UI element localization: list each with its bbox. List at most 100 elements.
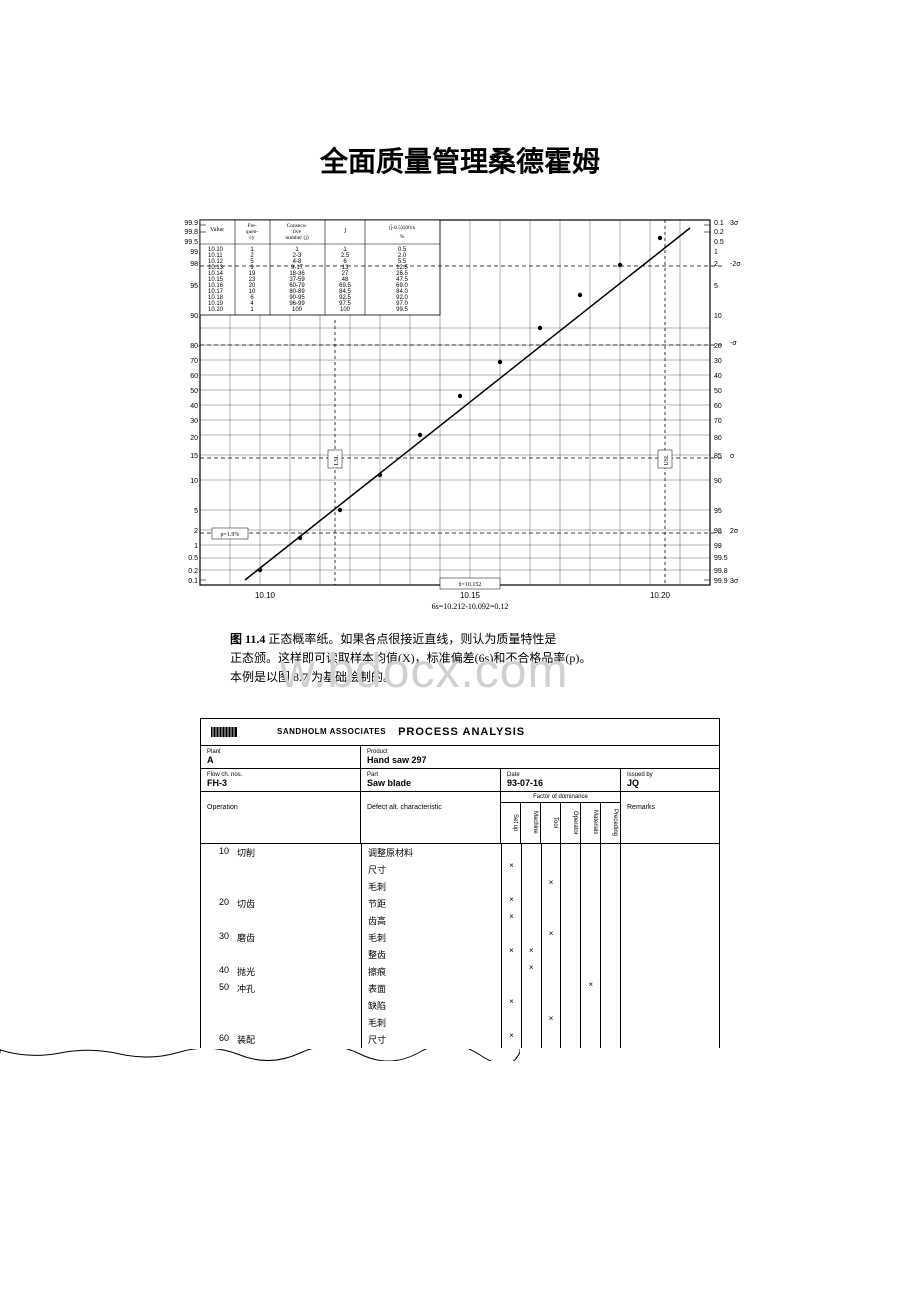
table-row: 整齿×× [201,946,719,963]
row-defect: 毛刺 [361,1014,501,1031]
mark-cell [601,861,620,878]
mark-cell: × [522,946,542,963]
row-op: 抛光 [237,965,355,978]
row-remarks [621,929,719,946]
row-defect: 整齿 [361,946,501,963]
svg-text:95: 95 [190,283,198,290]
svg-text:10: 10 [190,478,198,485]
svg-text:1: 1 [714,249,718,256]
th-defect: Defect alt. characteristic [361,792,501,843]
form-row-2: Flow ch. nos. FH-3 Part Saw blade Date 9… [201,769,719,792]
row-num [207,914,237,927]
svg-text:40: 40 [714,373,722,380]
svg-text:95: 95 [714,508,722,515]
mark-cell [522,895,542,912]
mark-cell: × [542,878,562,895]
table-row: 30磨齿毛刺× [201,929,719,946]
mark-cell [581,895,601,912]
form-row-1: Plant A Product Hand saw 297 [201,746,719,769]
svg-text:100: 100 [292,307,303,313]
svg-text:60: 60 [190,373,198,380]
form-title: PROCESS ANALYSIS [398,726,525,738]
svg-text:70: 70 [190,358,198,365]
row-num [207,863,237,876]
row-num: 30 [207,931,237,944]
row-op [237,1016,355,1029]
mark-cell: × [502,895,522,912]
mark-cell: × [522,963,542,980]
mark-cell [581,946,601,963]
mark-cell [522,861,542,878]
row-remarks [621,895,719,912]
svg-text:99.8: 99.8 [714,568,728,575]
row-num [207,999,237,1012]
svg-text:99: 99 [714,543,722,550]
th-factor-group: Factor of dominance Set up Machine Tool … [501,792,621,843]
mark-cell [502,929,522,946]
th-operation: Operation [201,792,361,843]
row-defect: 毛刺 [361,878,501,895]
svg-text:5: 5 [194,508,198,515]
row-remarks [621,980,719,997]
svg-text:98: 98 [714,528,722,535]
mark-cell [581,963,601,980]
mark-cell [561,878,581,895]
table-row: 10切削调整原材料 [201,844,719,861]
brand-logo-icon [211,725,271,739]
svg-text:Value: Value [210,227,224,233]
svg-text:30: 30 [714,358,722,365]
mark-cell [542,963,562,980]
mark-cell [581,997,601,1014]
mark-cell [601,1014,620,1031]
mark-cell [522,997,542,1014]
mark-cell [561,861,581,878]
row-num [207,1016,237,1029]
svg-text:10.10: 10.10 [255,591,276,600]
svg-text:85: 85 [714,453,722,460]
svg-text:0.1: 0.1 [188,578,198,585]
mark-cell [581,1031,601,1048]
mark-cell [581,878,601,895]
mark-cell [542,980,562,997]
svg-text:1: 1 [194,543,198,550]
row-remarks [621,1031,719,1048]
bottom-formula: 6s=10.212-10.092=0.12 [432,602,509,610]
mark-cell [561,1031,581,1048]
flow-value: FH-3 [207,778,354,788]
mark-cell [522,929,542,946]
mark-cell [561,946,581,963]
mark-cell [502,963,522,980]
row-op: 磨齿 [237,931,355,944]
mark-cell [581,861,601,878]
svg-text:%: % [400,234,405,240]
svg-text:20: 20 [714,343,722,350]
svg-text:2σ: 2σ [730,528,739,535]
svg-text:σ: σ [730,453,735,460]
mark-cell: × [502,997,522,1014]
table-row: 毛刺 × [201,878,719,895]
row-defect: 节距 [361,895,501,912]
chart-svg: Value Fre- quen- cy Consecu- tive number… [170,210,750,610]
svg-text:2: 2 [194,528,198,535]
svg-text:99.5: 99.5 [396,307,408,313]
mark-cell [522,1014,542,1031]
svg-text:10.15: 10.15 [460,591,481,600]
th-col-3: Operator [561,803,581,843]
svg-text:80: 80 [190,343,198,350]
mark-cell [522,844,542,861]
mark-cell [601,997,620,1014]
table-row: 缺陷× [201,997,719,1014]
row-num: 10 [207,846,237,859]
row-defect: 尺寸 [361,1031,501,1048]
row-op: 冲孔 [237,982,355,995]
svg-text:30: 30 [190,418,198,425]
mark-cell [601,844,620,861]
mark-cell [522,878,542,895]
row-defect: 缺陷 [361,997,501,1014]
svg-text:99.5: 99.5 [714,555,728,562]
mark-cell [502,878,522,895]
mark-cell [561,912,581,929]
mark-cell [502,844,522,861]
mark-cell [581,912,601,929]
mark-cell [522,980,542,997]
